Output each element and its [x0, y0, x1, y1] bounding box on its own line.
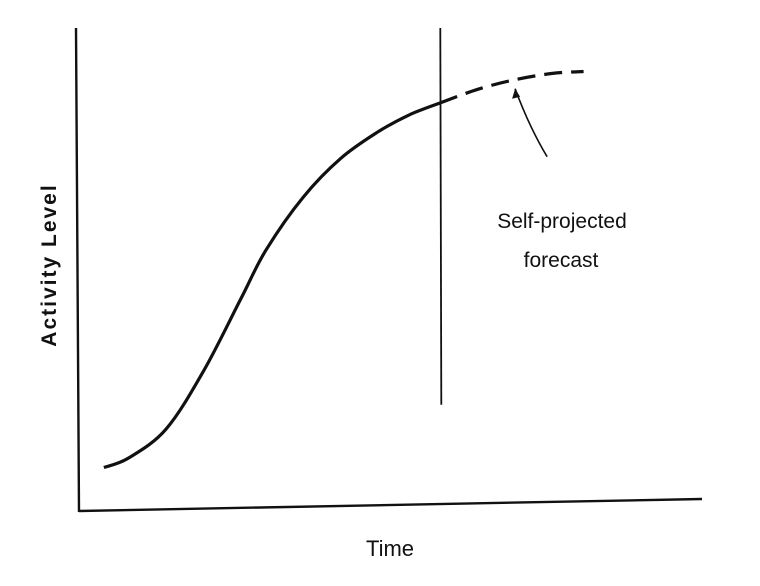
annotation-arrow	[514, 88, 548, 158]
y-axis-label: Activity Level	[38, 183, 61, 346]
present-marker-line	[439, 27, 443, 405]
y-axis-line	[74, 27, 81, 513]
marks-layer	[103, 27, 584, 470]
annotation-arrowhead	[512, 88, 521, 99]
forecast-dashed-line	[439, 69, 584, 105]
x-axis-label: Time	[366, 536, 414, 561]
activity-curve-line	[103, 101, 441, 470]
annotation-line-1: Self-projected	[497, 210, 627, 233]
annotation-line-2: forecast	[524, 249, 599, 272]
x-axis-line	[78, 497, 703, 513]
